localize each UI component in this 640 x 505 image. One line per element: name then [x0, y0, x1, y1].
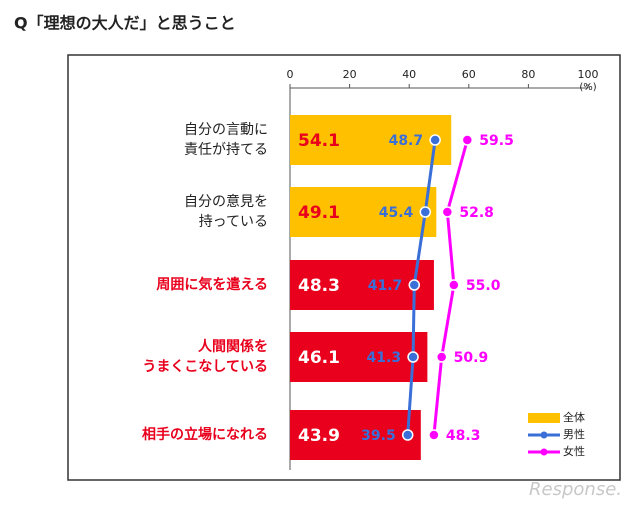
x-tick-label: 100 — [578, 68, 599, 81]
value-label: 43.9 — [298, 426, 340, 446]
value-label: 45.4 — [379, 205, 414, 221]
marker — [448, 279, 460, 291]
chart-title: Q「理想の大人だ」と思うこと — [14, 14, 236, 33]
value-label: 52.8 — [459, 205, 494, 221]
value-label: 41.7 — [368, 278, 403, 294]
value-label: 50.9 — [454, 350, 489, 366]
category-label: 人間関係をうまくこなしている — [142, 338, 268, 375]
bar — [290, 187, 437, 237]
marker — [407, 351, 419, 363]
category-label: 自分の言動に責任が持てる — [184, 122, 268, 158]
category-label: 相手の立場になれる — [142, 426, 268, 443]
marker — [401, 429, 414, 441]
x-tick-label: 80 — [521, 68, 535, 81]
watermark: Response. — [529, 479, 622, 500]
bar — [290, 332, 428, 382]
marker — [461, 134, 474, 146]
legend-label: 男性 — [563, 427, 585, 441]
legend-label: 全体 — [563, 410, 585, 424]
x-tick-label: 40 — [402, 68, 416, 81]
marker — [408, 279, 421, 291]
value-label: 54.1 — [298, 131, 340, 151]
chart-frame — [67, 54, 621, 481]
marker — [419, 206, 432, 218]
legend-label: 女性 — [563, 444, 585, 458]
value-label: 46.1 — [298, 348, 340, 368]
legend-swatch — [540, 448, 548, 456]
value-label: 59.5 — [479, 133, 514, 149]
legend-swatch — [528, 413, 560, 423]
value-label: 48.7 — [389, 133, 424, 149]
marker — [435, 351, 448, 363]
marker — [441, 206, 454, 218]
marker — [429, 134, 441, 146]
unit-label: (%) — [579, 82, 596, 93]
value-label: 48.3 — [298, 276, 340, 296]
x-tick-label: 60 — [462, 68, 476, 81]
value-label: 41.3 — [367, 350, 402, 366]
category-label: 自分の意見を持っている — [184, 193, 268, 230]
x-tick-label: 20 — [343, 68, 357, 81]
value-label: 39.5 — [361, 428, 396, 444]
bar — [290, 115, 452, 165]
marker — [428, 429, 440, 441]
legend-swatch — [540, 431, 548, 439]
value-label: 55.0 — [466, 278, 501, 294]
category-label: 周囲に気を遣える — [156, 276, 268, 293]
bar — [290, 410, 421, 460]
value-label: 48.3 — [446, 428, 481, 444]
value-label: 49.1 — [298, 203, 340, 223]
x-tick-label: 0 — [287, 68, 294, 81]
